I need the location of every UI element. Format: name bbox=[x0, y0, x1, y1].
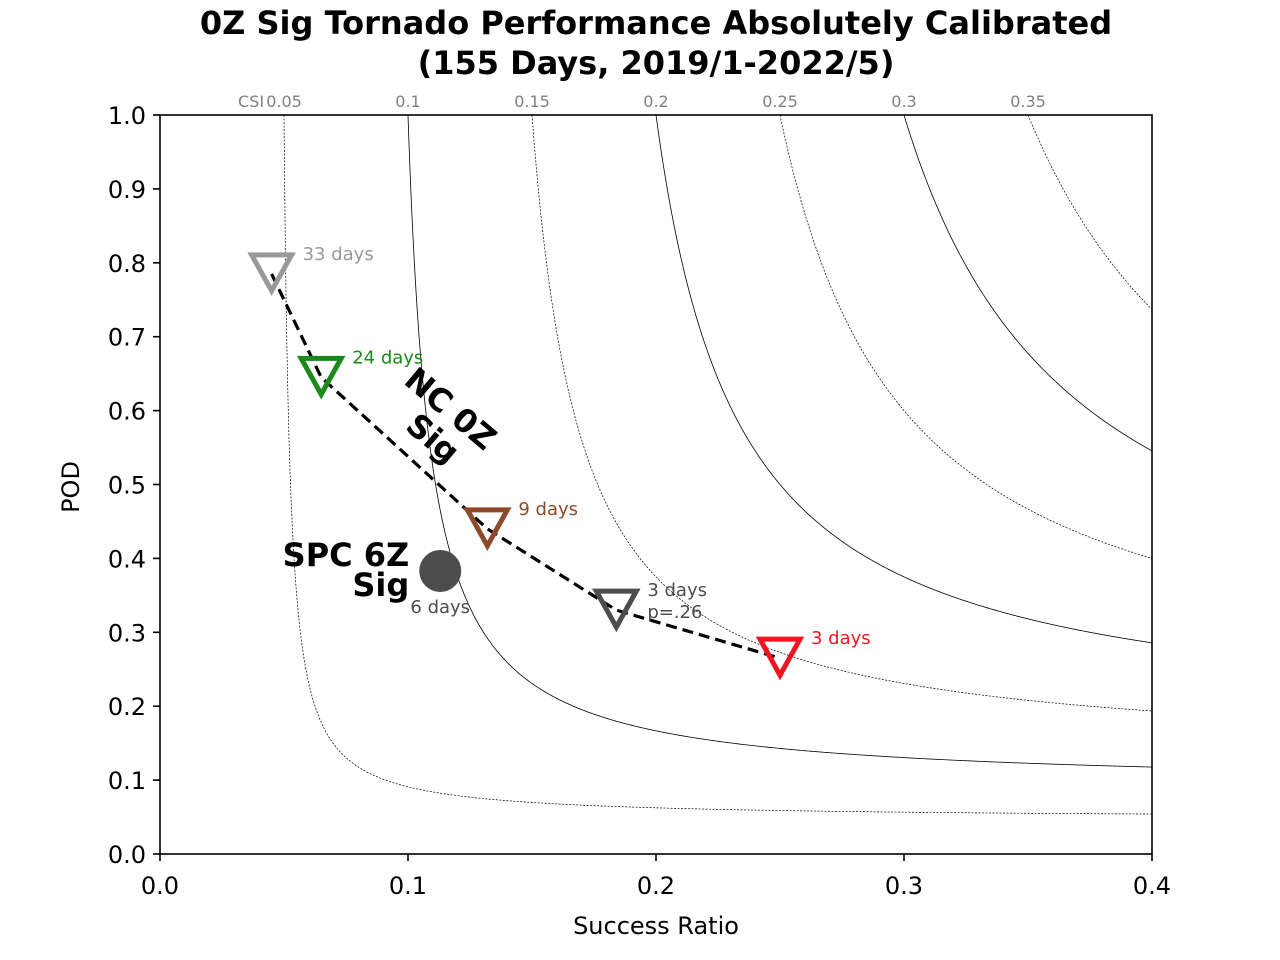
y-tick-label: 0.5 bbox=[108, 472, 146, 500]
nc-0z-sig-line bbox=[270, 273, 781, 660]
y-tick-label: 0.7 bbox=[108, 324, 146, 352]
y-tick-label: 0.3 bbox=[108, 619, 146, 647]
csi-contour-label: 0.15 bbox=[514, 92, 550, 111]
csi-contour bbox=[1027, 115, 1152, 310]
csi-contour-label: 0.25 bbox=[762, 92, 798, 111]
nc-point-marker bbox=[592, 588, 641, 633]
nc-point-days-label: 3 days bbox=[647, 580, 707, 601]
nc-point-extra-label: p=.26 bbox=[647, 602, 702, 623]
chart-title-line2: (155 Days, 2019/1-2022/5) bbox=[418, 44, 895, 82]
y-axis-ticks: 0.0 0.1 0.2 0.3 0.4 0.5 0.6 0.7 0.8 0.9 1.0 bbox=[108, 102, 160, 869]
x-axis-label: Success Ratio bbox=[573, 912, 739, 940]
csi-contours bbox=[283, 115, 1152, 815]
nc-point-days-label: 9 days bbox=[518, 499, 578, 520]
csi-contour-label: 0.35 bbox=[1010, 92, 1046, 111]
x-tick-label: 0.3 bbox=[885, 872, 923, 900]
x-tick-label: 0.2 bbox=[637, 872, 675, 900]
x-tick-label: 0.4 bbox=[1133, 872, 1171, 900]
csi-contour bbox=[655, 115, 1152, 644]
x-tick-label: 0.0 bbox=[141, 872, 179, 900]
csi-contour bbox=[283, 115, 1152, 815]
csi-contour bbox=[779, 115, 1152, 559]
y-tick-label: 0.1 bbox=[108, 767, 146, 795]
csi-contour-label: 0.1 bbox=[395, 92, 420, 111]
nc-point-marker bbox=[463, 507, 512, 551]
y-tick-label: 1.0 bbox=[108, 102, 146, 130]
plot-frame bbox=[159, 114, 1153, 855]
nc-point-marker bbox=[247, 252, 296, 297]
nc-point-marker bbox=[755, 636, 805, 681]
y-tick-label: 0.0 bbox=[108, 841, 146, 869]
y-axis-label: POD bbox=[57, 461, 85, 513]
nc-point-days-label: 33 days bbox=[303, 244, 374, 265]
csi-prefix-label: CSI bbox=[238, 92, 264, 111]
spc-6z-sig-point bbox=[419, 549, 462, 592]
spc-days-label: 6 days bbox=[410, 597, 470, 618]
nc-point-days-label: 24 days bbox=[352, 347, 423, 368]
nc-point-marker bbox=[296, 355, 346, 400]
csi-contour bbox=[903, 115, 1152, 452]
y-tick-label: 0.9 bbox=[108, 176, 146, 204]
csi-contour bbox=[531, 115, 1152, 712]
x-tick-label: 0.1 bbox=[389, 872, 427, 900]
csi-contour-label: 0.3 bbox=[891, 92, 916, 111]
y-tick-label: 0.2 bbox=[108, 693, 146, 721]
x-axis-ticks: 0.0 0.1 0.2 0.3 0.4 bbox=[141, 854, 1171, 900]
spc-label-line1: SPC 6Z bbox=[283, 536, 410, 574]
csi-contour-label: 0.05 bbox=[266, 92, 302, 111]
y-tick-label: 0.8 bbox=[108, 250, 146, 278]
nc-point-days-label: 3 days bbox=[811, 628, 871, 649]
csi-contour bbox=[407, 115, 1152, 768]
chart-title-line1: 0Z Sig Tornado Performance Absolutely Ca… bbox=[200, 4, 1112, 42]
csi-contour-label: 0.2 bbox=[643, 92, 668, 111]
spc-label-line2: Sig bbox=[352, 566, 409, 604]
y-tick-label: 0.6 bbox=[108, 398, 146, 426]
nc-series-label: NC 0Z Sig bbox=[376, 360, 513, 491]
y-tick-label: 0.4 bbox=[108, 545, 146, 573]
